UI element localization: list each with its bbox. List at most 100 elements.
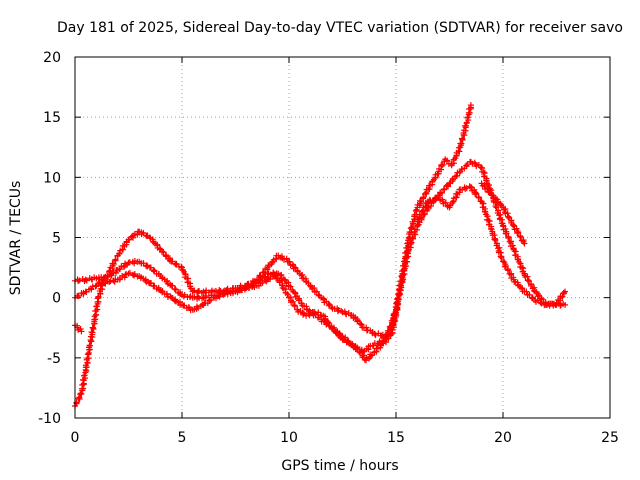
data-point <box>91 313 98 320</box>
data-point <box>307 310 314 317</box>
data-point <box>530 287 537 294</box>
x-tick-label: 25 <box>601 430 619 446</box>
data-point <box>112 269 119 276</box>
data-point <box>216 293 223 300</box>
y-tick-label: -5 <box>47 351 61 367</box>
data-point <box>110 261 117 268</box>
grid-lines <box>75 57 610 418</box>
data-point <box>498 254 505 261</box>
data-point <box>472 191 479 198</box>
y-tick-label: 5 <box>52 231 61 247</box>
data-point <box>340 336 347 343</box>
data-point <box>562 288 569 295</box>
data-point <box>313 288 320 295</box>
data-point <box>121 274 128 281</box>
data-point <box>397 278 404 285</box>
data-point <box>444 157 451 164</box>
series-track-1 <box>72 158 569 355</box>
data-point <box>169 282 176 289</box>
data-point <box>481 208 488 215</box>
y-tick-label: 15 <box>43 110 61 126</box>
data-point <box>287 283 294 290</box>
data-point <box>467 183 474 190</box>
data-point <box>515 229 522 236</box>
data-point <box>120 264 127 271</box>
data-point <box>178 263 185 270</box>
x-tick-label: 10 <box>280 430 298 446</box>
data-point <box>407 225 414 232</box>
data-point <box>505 213 512 220</box>
data-point <box>523 288 530 295</box>
data-point <box>473 190 480 197</box>
data-point <box>164 277 171 284</box>
x-tick-label: 15 <box>387 430 405 446</box>
data-point <box>331 326 338 333</box>
data-point <box>92 283 99 290</box>
data-point <box>491 236 498 243</box>
data-point <box>416 212 423 219</box>
data-point <box>488 225 495 232</box>
data-point <box>111 278 118 285</box>
x-tick-label: 20 <box>494 430 512 446</box>
data-point <box>151 267 158 274</box>
data-point <box>418 208 425 215</box>
data-point <box>300 311 307 318</box>
data-point <box>458 140 465 147</box>
data-point <box>497 253 504 260</box>
data-point <box>84 351 91 358</box>
data-point <box>312 310 319 317</box>
data-point <box>420 194 427 201</box>
data-point <box>526 291 533 298</box>
data-point <box>104 272 111 279</box>
data-point <box>143 262 150 269</box>
data-point <box>517 234 524 241</box>
data-point <box>76 394 83 401</box>
series-track-2 <box>72 102 528 340</box>
data-point <box>284 291 291 298</box>
data-point <box>419 207 426 214</box>
data-point <box>559 293 566 300</box>
data-point <box>116 250 123 257</box>
plot-area-frame <box>74 56 611 419</box>
data-point <box>172 286 179 293</box>
data-point <box>450 198 457 205</box>
data-point <box>404 240 411 247</box>
data-point <box>560 289 567 296</box>
data-point <box>112 256 119 263</box>
y-tick-label: 0 <box>52 291 61 307</box>
data-point <box>286 258 293 265</box>
data-point <box>291 303 298 310</box>
data-point <box>418 198 425 205</box>
series-track-3 <box>72 183 569 409</box>
data-point <box>357 349 364 356</box>
y-axis-label: SDTVAR / TECUs <box>8 181 24 296</box>
data-point <box>224 290 231 297</box>
data-point <box>416 197 423 204</box>
data-point <box>408 224 415 231</box>
data-point <box>414 222 421 229</box>
data-point <box>395 300 402 307</box>
data-point <box>82 276 89 283</box>
data-point <box>265 262 272 269</box>
data-point <box>403 258 410 265</box>
data-point <box>385 335 392 342</box>
data-point <box>393 305 400 312</box>
data-point <box>389 322 396 329</box>
data-point <box>280 256 287 263</box>
axis-ticks: 0 5 10 15 20 25 -10 -5 0 5 10 15 20 <box>38 50 619 446</box>
data-point <box>459 135 466 142</box>
data-point <box>93 303 100 310</box>
data-point <box>486 188 493 195</box>
data-point <box>562 301 569 308</box>
data-point <box>216 287 223 294</box>
data-point <box>106 267 113 274</box>
data-point <box>494 199 501 206</box>
data-point <box>81 372 88 379</box>
data-point <box>502 262 509 269</box>
data-point <box>553 299 560 306</box>
data-point <box>412 207 419 214</box>
data-point <box>463 122 470 129</box>
data-point <box>501 263 508 270</box>
data-point <box>504 267 511 274</box>
